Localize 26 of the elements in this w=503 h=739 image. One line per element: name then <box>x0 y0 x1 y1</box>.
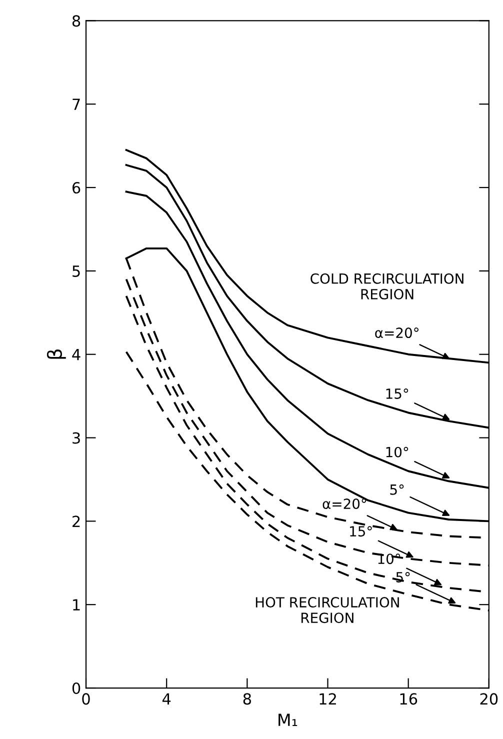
annotation: COLD RECIRCULATION REGION <box>310 273 464 300</box>
y-tick-label: 4 <box>72 349 80 360</box>
y-tick-label: 8 <box>72 15 80 27</box>
y-tick-label: 3 <box>72 432 80 444</box>
x-tick-label: 8 <box>243 693 251 705</box>
annotation: HOT RECIRCULATION REGION <box>256 597 399 624</box>
y-tick-label: 1 <box>73 599 80 610</box>
x-tick-label: 20 <box>480 693 498 705</box>
annotation: 15° <box>350 526 372 537</box>
x-tick-label: 12 <box>320 693 336 704</box>
y-tick-label: 7 <box>72 98 80 110</box>
annotation: 5° <box>396 572 410 582</box>
x-tick-label: 4 <box>162 693 171 704</box>
y-tick-label: 6 <box>72 182 80 194</box>
annotation: 10° <box>386 446 408 458</box>
x-axis-title: M₁ <box>278 714 298 726</box>
x-tick-label: 0 <box>82 693 90 705</box>
y-axis-title: β <box>46 350 66 359</box>
y-tick-label: 2 <box>72 516 80 527</box>
annotation: 5° <box>390 484 404 495</box>
y-tick-label: 5 <box>72 266 80 277</box>
annotation: α=20° <box>375 328 418 338</box>
annotation: α=20° <box>322 498 366 510</box>
annotation: 15° <box>386 388 408 399</box>
x-tick-label: 16 <box>400 693 418 705</box>
y-tick-label: 0 <box>72 682 80 694</box>
